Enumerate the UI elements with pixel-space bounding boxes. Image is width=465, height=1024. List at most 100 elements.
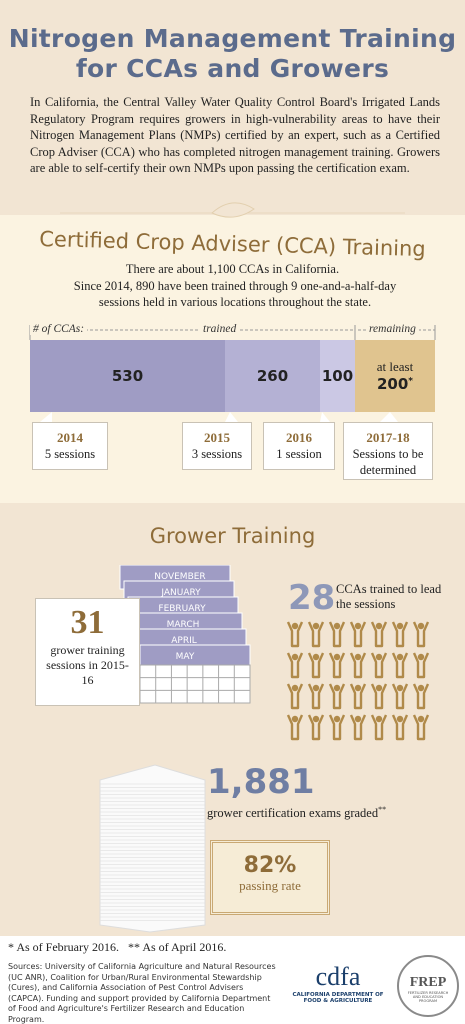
callout: 2015 3 sessions xyxy=(182,422,252,470)
person-part xyxy=(349,683,367,710)
remaining-prefix: at least xyxy=(376,359,414,374)
bar-segment: 530 xyxy=(30,340,225,412)
person-part xyxy=(396,684,404,692)
person-part xyxy=(417,622,425,630)
person-icon xyxy=(391,683,409,710)
person-icon xyxy=(307,714,325,741)
person-icon xyxy=(349,714,367,741)
bar-segment: 260 xyxy=(225,340,320,412)
person-icon xyxy=(412,652,430,679)
person-part xyxy=(328,714,346,741)
footnote: ** As of April 2016. xyxy=(128,940,227,954)
person-icon xyxy=(391,714,409,741)
person-part xyxy=(370,621,388,648)
person-part xyxy=(370,652,388,679)
calendar-month: MAY xyxy=(176,652,195,662)
person-part xyxy=(333,653,341,661)
person-part xyxy=(391,714,409,741)
person-icon xyxy=(307,683,325,710)
callout-year: 2017-18 xyxy=(366,430,410,445)
person-icon xyxy=(391,652,409,679)
person-part xyxy=(354,715,362,723)
person-part xyxy=(354,684,362,692)
callout-sessions: Sessions to be determined xyxy=(352,447,424,477)
person-icon xyxy=(328,652,346,679)
person-part xyxy=(375,653,383,661)
cdfa-logo: cdfa CALIFORNIA DEPARTMENT OF FOOD & AGR… xyxy=(288,962,388,1004)
person-part xyxy=(370,714,388,741)
ccas-count: 28 xyxy=(288,578,336,618)
person-icon xyxy=(412,683,430,710)
person-part xyxy=(391,652,409,679)
person-part xyxy=(333,715,341,723)
person-part xyxy=(354,622,362,630)
person-icon xyxy=(370,652,388,679)
calendar-month: MARCH xyxy=(167,620,200,630)
person-part xyxy=(417,684,425,692)
exams-text: grower certification exams graded xyxy=(207,806,379,821)
person-part xyxy=(291,715,299,723)
person-part xyxy=(286,652,304,679)
cca-line: Since 2014, 890 have been trained throug… xyxy=(73,279,397,309)
calendar-month: NOVEMBER xyxy=(154,572,205,582)
cca-line: There are about 1,100 CCAs in California… xyxy=(125,262,340,276)
person-part xyxy=(333,622,341,630)
callout-year: 2016 xyxy=(286,430,312,445)
person-part xyxy=(396,622,404,630)
person-part xyxy=(307,621,325,648)
bar-segment-remaining: at least 200* xyxy=(355,340,435,412)
paper-stack xyxy=(99,764,206,933)
person-part xyxy=(328,652,346,679)
person-part xyxy=(412,714,430,741)
person-part xyxy=(349,714,367,741)
callout-sessions: 1 session xyxy=(276,447,322,461)
certificate: 82% passing rate xyxy=(210,840,330,915)
person-part xyxy=(307,714,325,741)
cdfa-sub: CALIFORNIA DEPARTMENT OF FOOD & AGRICULT… xyxy=(292,992,384,1004)
remaining-value: 200 xyxy=(376,375,409,393)
callout: 2016 1 session xyxy=(263,422,335,470)
person-part xyxy=(412,621,430,648)
person-icon xyxy=(286,714,304,741)
person-part xyxy=(349,621,367,648)
person-part xyxy=(307,652,325,679)
callout-sessions: 3 sessions xyxy=(191,447,243,461)
person-part xyxy=(312,684,320,692)
bar-label: # of CCAs: xyxy=(30,323,88,335)
person-icon xyxy=(286,621,304,648)
sessions-count: 31 xyxy=(70,604,105,641)
person-icon xyxy=(307,621,325,648)
person-part xyxy=(333,684,341,692)
leaf-divider xyxy=(60,202,405,218)
person-part xyxy=(286,621,304,648)
person-part xyxy=(307,683,325,710)
person-icon xyxy=(349,652,367,679)
person-icon xyxy=(286,683,304,710)
person-part xyxy=(328,621,346,648)
person-part xyxy=(291,622,299,630)
person-icon xyxy=(328,714,346,741)
person-icon xyxy=(349,683,367,710)
person-icon xyxy=(370,683,388,710)
person-part xyxy=(370,683,388,710)
title: Nitrogen Management Training xyxy=(8,24,457,53)
person-icon xyxy=(370,714,388,741)
callout: 2014 5 sessions xyxy=(32,422,108,470)
title: for CCAs and Growers xyxy=(75,54,390,83)
people-grid xyxy=(286,621,430,741)
calendar-month: JANUARY xyxy=(160,588,201,598)
exams-line: grower certification exams graded** xyxy=(207,805,386,821)
person-part xyxy=(375,622,383,630)
cdfa-text: cdfa xyxy=(315,962,361,991)
person-part xyxy=(391,621,409,648)
person-part xyxy=(396,653,404,661)
calendar-month: FEBRUARY xyxy=(158,604,206,614)
person-part xyxy=(286,683,304,710)
callout-year: 2014 xyxy=(57,430,83,445)
person-icon xyxy=(286,652,304,679)
exams-count: 1,881 xyxy=(207,762,315,802)
person-part xyxy=(396,715,404,723)
calendar-month: APRIL xyxy=(171,636,197,646)
person-icon xyxy=(328,621,346,648)
